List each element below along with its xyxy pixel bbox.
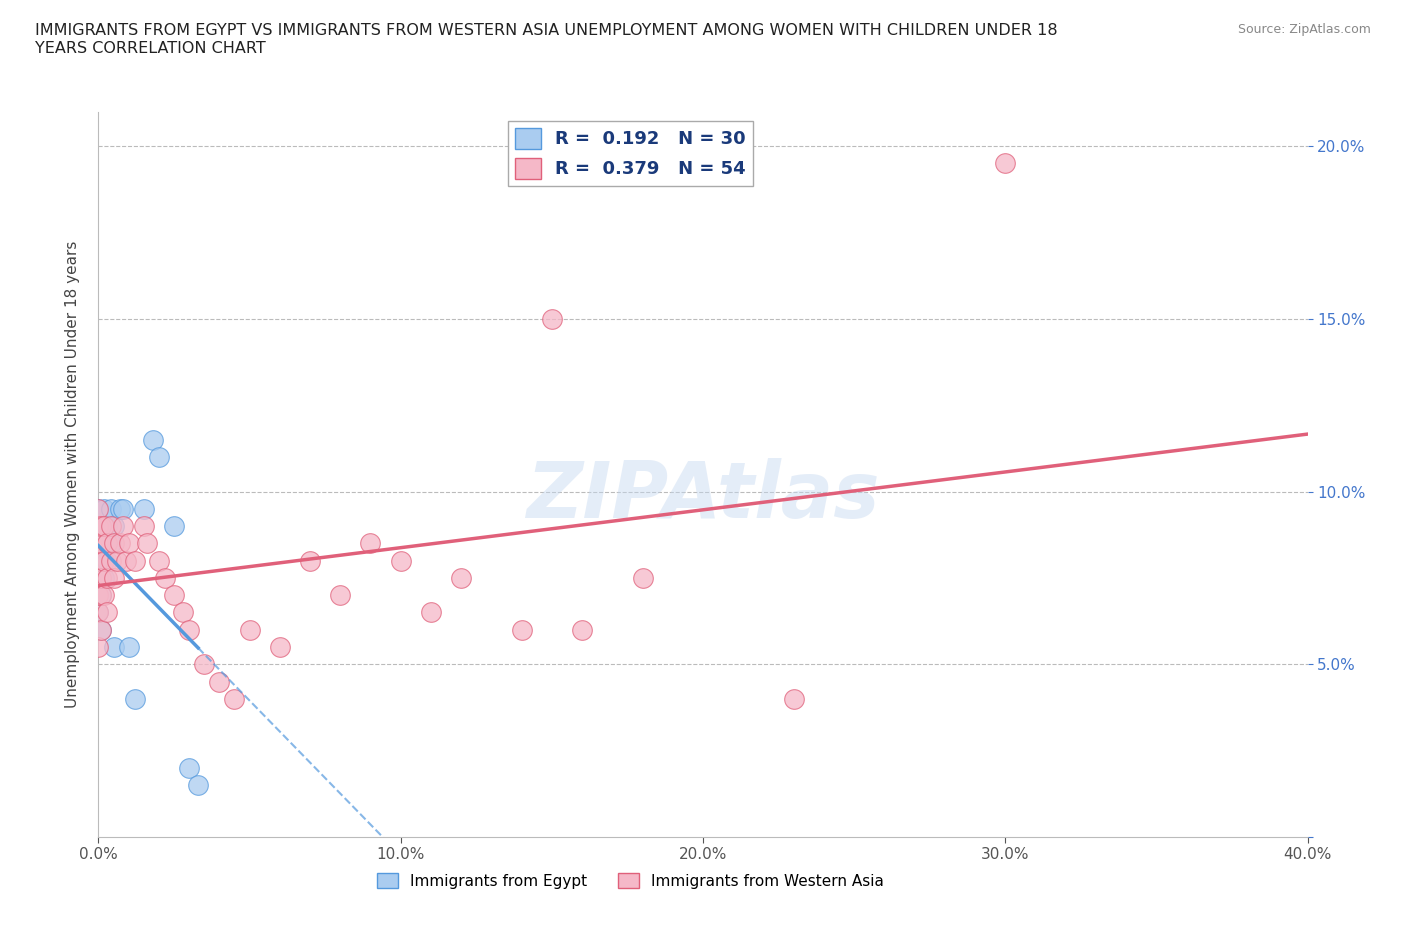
Point (105, 553, 128, 568)
Point (90, 570, 112, 585)
Point (163, 588, 186, 603)
Point (631, 570, 654, 585)
Text: IMMIGRANTS FROM EGYPT VS IMMIGRANTS FROM WESTERN ASIA UNEMPLOYMENT AMONG WOMEN W: IMMIGRANTS FROM EGYPT VS IMMIGRANTS FROM… (35, 23, 1057, 56)
Text: Source: ZipAtlas.com: Source: ZipAtlas.com (1237, 23, 1371, 36)
Point (135, 536, 157, 551)
Y-axis label: Unemployment Among Women with Children Under 18 years: Unemployment Among Women with Children U… (65, 241, 80, 708)
Point (239, 622, 262, 637)
Point (111, 501, 134, 516)
Point (163, 519, 186, 534)
Point (108, 536, 131, 551)
Point (132, 501, 155, 516)
Point (420, 605, 443, 620)
Point (87, 553, 110, 568)
Point (87, 553, 110, 568)
Point (224, 691, 246, 706)
Text: ZIPAtlas: ZIPAtlas (526, 458, 880, 534)
Point (103, 536, 125, 551)
Point (114, 553, 136, 568)
Point (87, 640, 110, 655)
Point (153, 570, 176, 585)
Point (87, 588, 110, 603)
Point (90, 588, 112, 603)
Point (103, 640, 125, 655)
Point (148, 449, 170, 464)
Point (571, 622, 593, 637)
Point (87, 536, 110, 551)
Point (360, 536, 382, 551)
Point (118, 640, 141, 655)
Point (100, 519, 122, 534)
Point (96, 553, 118, 568)
Point (96, 536, 118, 551)
Point (87, 501, 110, 516)
Point (90, 519, 112, 534)
Point (299, 553, 322, 568)
Point (87, 570, 110, 585)
Point (96, 519, 118, 534)
Point (87, 588, 110, 603)
Legend: Immigrants from Egypt, Immigrants from Western Asia: Immigrants from Egypt, Immigrants from W… (370, 867, 890, 895)
Point (100, 501, 122, 516)
Point (179, 761, 201, 776)
Point (87, 605, 110, 620)
Point (87, 570, 110, 585)
Point (193, 657, 215, 671)
Point (90, 622, 112, 637)
Point (87, 519, 110, 534)
Point (90, 519, 112, 534)
Point (100, 536, 122, 551)
Point (179, 622, 201, 637)
Point (450, 570, 472, 585)
Point (96, 570, 118, 585)
Point (90, 553, 112, 568)
Point (540, 312, 562, 326)
Point (90, 536, 112, 551)
Point (172, 605, 194, 620)
Point (994, 156, 1017, 171)
Point (118, 536, 141, 551)
Point (87, 536, 110, 551)
Point (100, 553, 122, 568)
Point (90, 622, 112, 637)
Point (108, 501, 131, 516)
Point (93, 536, 115, 551)
Point (96, 605, 118, 620)
Point (124, 553, 146, 568)
Point (103, 519, 125, 534)
Point (132, 519, 155, 534)
Point (329, 588, 352, 603)
Point (93, 553, 115, 568)
Point (103, 570, 125, 585)
Point (389, 553, 412, 568)
Point (124, 691, 146, 706)
Point (148, 553, 170, 568)
Point (87, 501, 110, 516)
Point (510, 622, 533, 637)
Point (208, 674, 231, 689)
Point (90, 588, 112, 603)
Point (187, 777, 209, 792)
Point (93, 570, 115, 585)
Point (93, 588, 115, 603)
Point (93, 501, 115, 516)
Point (142, 432, 165, 447)
Point (87, 605, 110, 620)
Point (783, 691, 806, 706)
Point (111, 519, 134, 534)
Point (93, 519, 115, 534)
Point (269, 640, 291, 655)
Point (87, 519, 110, 534)
